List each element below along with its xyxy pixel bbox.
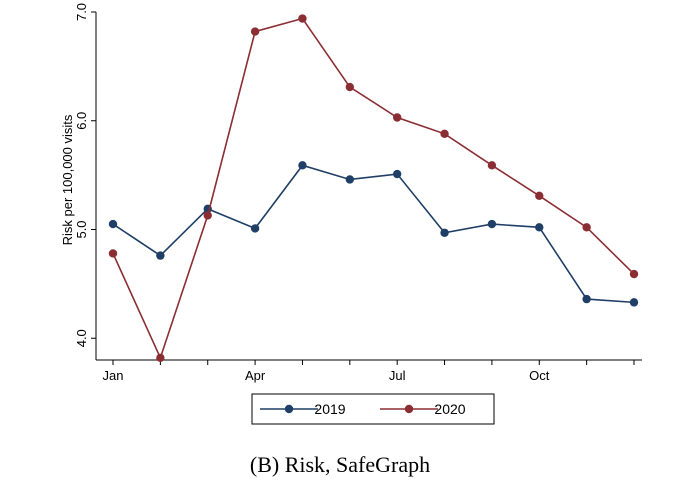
line-chart: 4.0 5.0 6.0 7.0 Jan Apr Jul Oct Risk per 100,00… bbox=[60, 3, 642, 425]
data-point-2019 bbox=[298, 161, 307, 170]
data-point-2020 bbox=[535, 191, 544, 200]
plot-area: 4.0 5.0 6.0 7.0 Jan Apr Jul Oct bbox=[74, 3, 642, 383]
data-point-2020 bbox=[156, 353, 165, 363]
data-point-2019 bbox=[440, 228, 449, 237]
data-point-2019 bbox=[582, 294, 591, 304]
data-point-2019 bbox=[535, 223, 544, 232]
data-point-2019 bbox=[629, 298, 639, 307]
data-point-2020 bbox=[392, 113, 402, 122]
y-tick-label: 7.0 bbox=[74, 3, 89, 21]
legend-marker-2020 bbox=[404, 404, 414, 414]
data-point-2020 bbox=[250, 27, 260, 36]
data-point-2020 bbox=[203, 211, 212, 220]
legend: 2019 2020 bbox=[251, 393, 495, 425]
y-tick-label: 5.0 bbox=[74, 220, 89, 238]
data-point-2019 bbox=[156, 251, 165, 260]
legend-label-2020: 2020 bbox=[434, 401, 465, 417]
data-point-2020 bbox=[108, 249, 118, 258]
data-point-2020 bbox=[629, 269, 639, 279]
data-point-2020 bbox=[487, 161, 497, 170]
x-tick-label: Jan bbox=[103, 368, 124, 383]
data-point-2020 bbox=[582, 223, 591, 232]
figure-caption: (B) Risk, SafeGraph bbox=[249, 452, 431, 477]
data-point-2020 bbox=[440, 129, 449, 138]
series-line-2020 bbox=[112, 17, 635, 361]
x-tick-label: Apr bbox=[245, 368, 266, 383]
data-point-2019 bbox=[250, 224, 260, 233]
x-tick-label: Oct bbox=[529, 368, 550, 383]
series-line-2019 bbox=[112, 164, 635, 304]
data-point-2019 bbox=[487, 219, 497, 229]
x-tick-label: Jul bbox=[389, 368, 406, 383]
y-tick-label: 6.0 bbox=[74, 112, 89, 130]
y-tick-label: 4.0 bbox=[74, 329, 89, 347]
data-point-2019 bbox=[345, 175, 355, 184]
legend-marker-2019 bbox=[284, 404, 294, 414]
data-point-2020 bbox=[345, 82, 355, 92]
data-point-2019 bbox=[392, 169, 402, 179]
y-axis-title: Risk per 100,000 visits bbox=[60, 114, 75, 245]
data-point-2019 bbox=[108, 219, 118, 229]
data-point-2020 bbox=[298, 14, 307, 23]
legend-label-2019: 2019 bbox=[314, 401, 345, 417]
